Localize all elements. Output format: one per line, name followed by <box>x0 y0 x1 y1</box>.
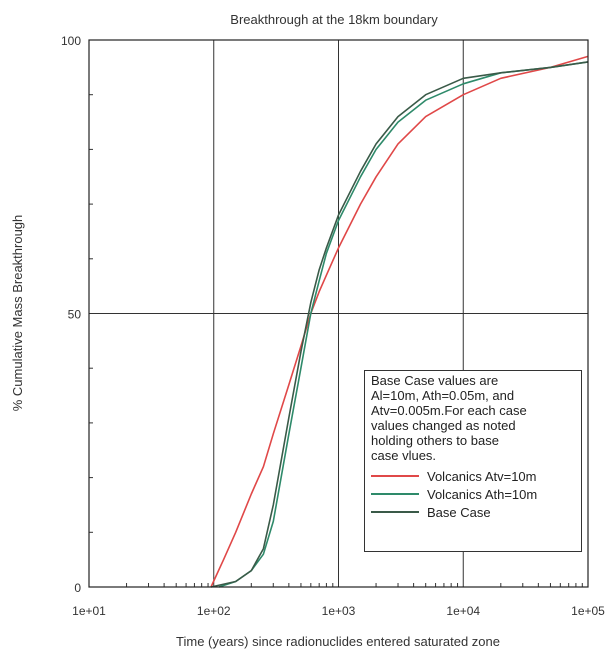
x-axis-label: Time (years) since radionuclides entered… <box>176 634 500 649</box>
legend-swatch-atv <box>371 475 419 477</box>
x-tick-label: 1e+05 <box>571 604 605 618</box>
legend: Base Case values are Al=10m, Ath=0.05m, … <box>364 370 582 552</box>
chart-title: Breakthrough at the 18km boundary <box>230 12 438 27</box>
legend-label-atv: Volcanics Atv=10m <box>427 468 537 484</box>
y-tick-label: 100 <box>61 34 81 48</box>
x-tick-label: 1e+01 <box>72 604 106 618</box>
legend-swatch-ath <box>371 493 419 495</box>
legend-label-ath: Volcanics Ath=10m <box>427 486 538 502</box>
legend-label-base: Base Case <box>427 504 491 520</box>
y-axis-label: % Cumulative Mass Breakthrough <box>10 215 25 412</box>
legend-note: Base Case values are Al=10m, Ath=0.05m, … <box>371 373 527 463</box>
legend-swatch-base <box>371 511 419 513</box>
series-line-1 <box>218 61 589 588</box>
legend-entry-base: Base Case <box>371 503 575 521</box>
y-tick-label: 50 <box>68 308 82 322</box>
x-tick-label: 1e+02 <box>197 604 231 618</box>
series-lines <box>210 55 589 588</box>
series-line-0 <box>210 55 589 588</box>
legend-entry-ath: Volcanics Ath=10m <box>371 485 575 503</box>
x-tick-label: 1e+03 <box>322 604 356 618</box>
plot-frame <box>88 39 589 588</box>
x-tick-label: 1e+04 <box>446 604 480 618</box>
tick-labels: 1e+01 1e+02 1e+03 1e+04 1e+05 0 50 100 <box>61 34 605 618</box>
series-line-2 <box>210 61 589 588</box>
legend-entry-atv: Volcanics Atv=10m <box>371 467 575 485</box>
y-tick-label: 0 <box>74 581 81 595</box>
